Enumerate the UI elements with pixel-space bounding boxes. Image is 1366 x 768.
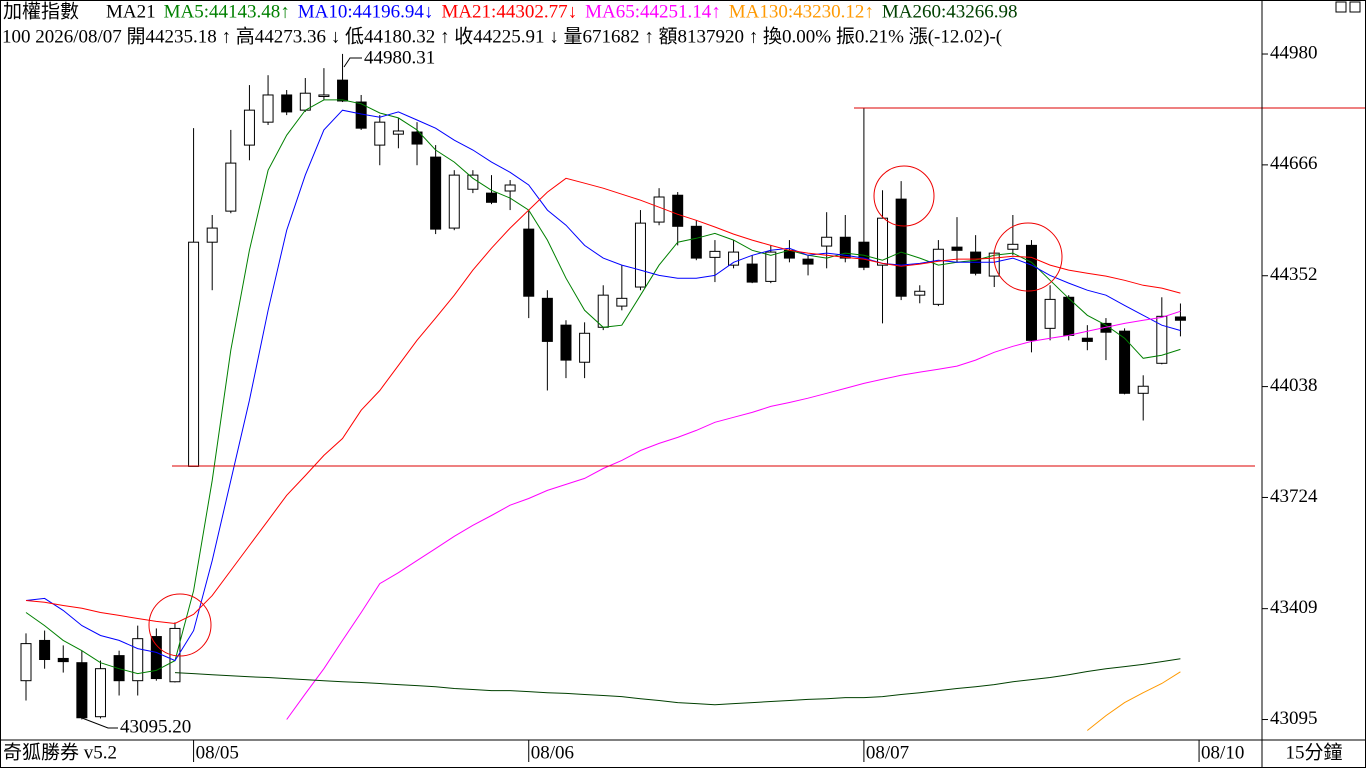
candle-body bbox=[523, 228, 535, 297]
plot-area bbox=[20, 53, 1186, 731]
y-tick-label: 44666 bbox=[1270, 153, 1318, 174]
candle-body bbox=[765, 251, 777, 282]
annotation-leader bbox=[81, 717, 118, 729]
candle-body bbox=[1007, 243, 1019, 250]
bar-info: 100 2026/08/07 開44235.18 ↑ 高44273.36 ↓ 低… bbox=[2, 25, 1002, 47]
y-tick-label: 44980 bbox=[1270, 42, 1318, 63]
legend-entry: MA260:43266.98 bbox=[882, 1, 1018, 22]
window-button[interactable] bbox=[1335, 1, 1347, 13]
candle-body bbox=[1025, 244, 1037, 341]
candle-body bbox=[374, 121, 386, 146]
y-tick-label: 43724 bbox=[1270, 486, 1318, 507]
annotation: 44980.31 bbox=[364, 47, 435, 68]
x-tick-label: 08/07 bbox=[866, 742, 909, 763]
candle-body bbox=[486, 192, 497, 203]
candle-body bbox=[467, 174, 479, 190]
candle-body bbox=[392, 130, 404, 135]
indicator-label: MA21 bbox=[106, 1, 156, 22]
candle-body bbox=[541, 297, 553, 342]
y-tick-label: 43409 bbox=[1270, 597, 1318, 618]
footer-label: 奇狐勝券 v5.2 bbox=[3, 741, 117, 763]
candle-body bbox=[243, 109, 255, 146]
candle-body bbox=[1156, 315, 1168, 364]
candle-body bbox=[504, 184, 516, 192]
candle-body bbox=[579, 332, 591, 363]
candle-body bbox=[951, 246, 963, 251]
candle-body bbox=[690, 225, 702, 259]
legend-entry: MA65:44251.14↑ bbox=[585, 1, 721, 22]
legend-entry: MA5:44143.48↑ bbox=[164, 1, 290, 22]
candle-body bbox=[448, 174, 460, 229]
candle-body bbox=[653, 196, 665, 223]
legend-entry: MA130:43230.12↑ bbox=[729, 1, 874, 22]
candle-body bbox=[709, 250, 721, 258]
candle-body bbox=[20, 643, 32, 682]
candle-body bbox=[113, 655, 125, 682]
candle-body bbox=[132, 638, 144, 682]
annotation-leader bbox=[343, 57, 362, 68]
x-tick-label: 08/06 bbox=[531, 742, 574, 763]
candle-body bbox=[802, 258, 814, 265]
candle-body bbox=[57, 657, 69, 663]
candle-body bbox=[634, 222, 646, 288]
candle-body bbox=[877, 217, 889, 266]
highlight-circle bbox=[873, 165, 935, 227]
candle-body bbox=[616, 297, 628, 307]
y-tick-label: 44352 bbox=[1270, 264, 1318, 285]
candle-body bbox=[39, 639, 51, 661]
candle-body bbox=[746, 263, 758, 283]
header: 加權指數 MA21 100 2026/08/07 開44235.18 ↑ 高44… bbox=[2, 0, 1018, 47]
candle-body bbox=[318, 94, 330, 97]
candle-body bbox=[1119, 330, 1131, 394]
y-tick-label: 43095 bbox=[1270, 708, 1318, 729]
candle-body bbox=[1081, 337, 1093, 342]
candle-body bbox=[299, 92, 311, 111]
candle-body bbox=[895, 198, 907, 297]
candle-body bbox=[262, 94, 274, 123]
candle-body bbox=[188, 241, 200, 467]
candle-body bbox=[94, 668, 106, 718]
candle-body bbox=[430, 156, 442, 230]
candle-body bbox=[672, 194, 684, 227]
ma-line bbox=[25, 109, 1181, 662]
x-tick-label: 08/05 bbox=[196, 742, 239, 763]
ma-line bbox=[25, 99, 1181, 675]
legend-entry: MA10:44196.94↓ bbox=[298, 1, 434, 22]
candle-body bbox=[821, 236, 833, 247]
candle-body bbox=[1063, 296, 1075, 336]
window-button[interactable] bbox=[1349, 1, 1361, 13]
candle-body bbox=[337, 79, 349, 102]
candle-body bbox=[1137, 385, 1149, 394]
candle-body bbox=[560, 324, 572, 361]
chart-title: 加權指數 bbox=[3, 0, 79, 22]
candle-body bbox=[914, 290, 926, 296]
candle-body bbox=[597, 294, 609, 328]
candle-body bbox=[932, 248, 944, 305]
candle-body bbox=[1174, 316, 1186, 321]
ma-line bbox=[1086, 671, 1181, 731]
highlight-circle bbox=[148, 593, 212, 657]
highlight-circle bbox=[993, 222, 1063, 292]
candle-body bbox=[839, 236, 851, 259]
candle-body bbox=[206, 227, 218, 243]
candle-body bbox=[150, 636, 162, 680]
candle-body bbox=[411, 131, 423, 145]
legend-entry: MA21:44302.77↓ bbox=[441, 1, 577, 22]
ma-line bbox=[286, 310, 1181, 720]
ma-line bbox=[174, 658, 1181, 706]
candle-body bbox=[225, 162, 237, 212]
candle-body bbox=[1044, 298, 1056, 329]
candle-body bbox=[76, 662, 88, 719]
x-tick-label: 08/10 bbox=[1201, 742, 1244, 763]
annotation: 43095.20 bbox=[120, 716, 191, 737]
candle-body bbox=[728, 251, 740, 266]
candle-body bbox=[281, 94, 293, 113]
y-tick-label: 44038 bbox=[1270, 375, 1318, 396]
ma-line bbox=[25, 177, 1181, 625]
candle-body bbox=[169, 627, 181, 683]
period-label[interactable]: 15分鐘 bbox=[1285, 741, 1342, 763]
